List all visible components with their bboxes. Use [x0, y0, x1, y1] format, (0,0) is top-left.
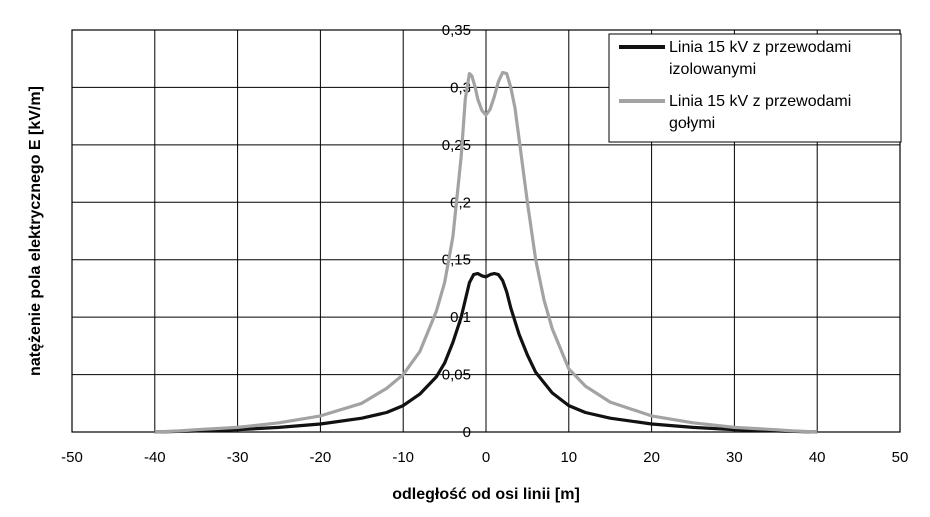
- plot-frame: [71, 29, 901, 433]
- x-tick-label: -10: [392, 449, 414, 466]
- x-tick-label: 10: [560, 449, 577, 466]
- x-tick-label: -50: [61, 449, 83, 466]
- x-tick-labels: -50 -40 -30 -20 -10 0 10 20 30 40 50: [61, 449, 908, 466]
- y-tick-label: 0,2: [450, 194, 471, 211]
- x-tick-label: 20: [643, 449, 660, 466]
- legend-box: [608, 33, 902, 143]
- x-tick-label: 50: [892, 449, 909, 466]
- series-line-insulated: [154, 271, 818, 434]
- series-lines: [154, 70, 818, 434]
- y-tick-label: 0,25: [442, 137, 471, 154]
- x-tick-label: 0: [482, 449, 490, 466]
- legend-label-bare-line2: gołymi: [669, 115, 715, 132]
- legend-label-insulated-line2: izolowanymi: [669, 61, 756, 78]
- legend-label-insulated-line1: Linia 15 kV z przewodami: [669, 39, 851, 56]
- y-tick-label: 0,05: [442, 367, 471, 384]
- x-tick-label: 30: [726, 449, 743, 466]
- x-tick-label: 40: [809, 449, 826, 466]
- x-tick-label: -40: [144, 449, 166, 466]
- y-tick-label: 0: [463, 424, 471, 441]
- legend-label-bare-line1: Linia 15 kV z przewodami: [669, 93, 851, 110]
- legend: Linia 15 kV z przewodami izolowanymi Lin…: [608, 33, 902, 143]
- y-axis-title: natężenie pola elektrycznego E [kV/m]: [27, 86, 44, 376]
- y-tick-label: 0,35: [442, 22, 471, 39]
- series-line-bare: [154, 70, 818, 434]
- x-tick-label: -20: [310, 449, 332, 466]
- x-tick-label: -30: [227, 449, 249, 466]
- x-axis-title: odległość od osi linii [m]: [392, 486, 580, 503]
